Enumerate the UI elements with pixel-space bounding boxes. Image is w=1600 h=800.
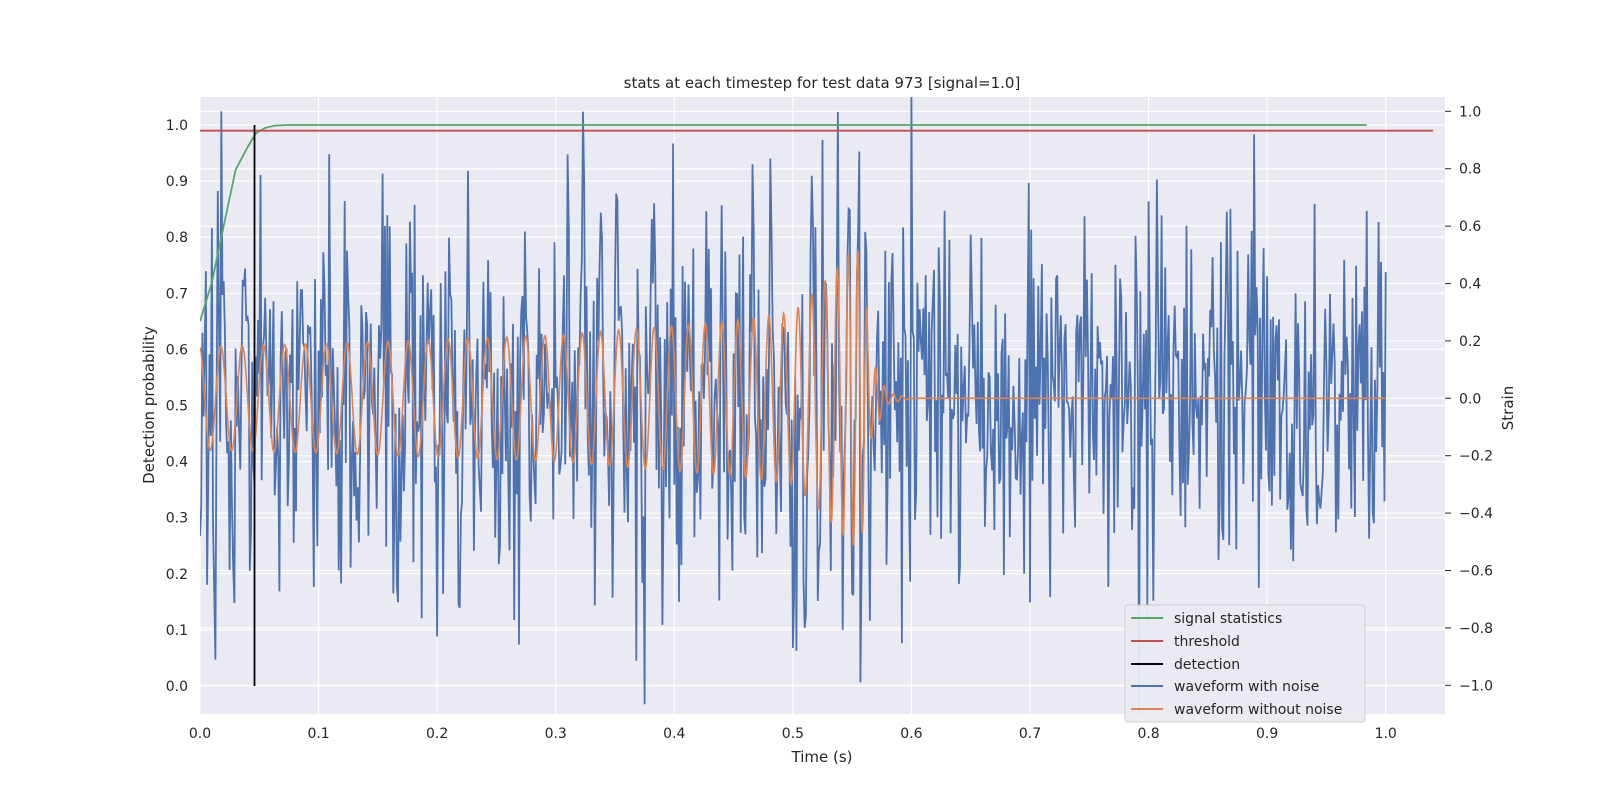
y-left-tick-label: 0.7 [166, 286, 188, 302]
y-axis-right-label: Strain [1499, 386, 1517, 430]
y-left-tick-label: 0.4 [166, 455, 188, 471]
series-signal-statistics [200, 124, 1367, 322]
x-tick-label: 0.2 [426, 726, 448, 742]
y-left-tick-label: 0.3 [166, 511, 188, 527]
y-axis-left: 0.0 0.1 0.2 0.3 0.4 0.5 0.6 0.7 0.8 0.9 1.0 [166, 118, 188, 695]
legend: signal statistics threshold detection wa… [1124, 604, 1366, 723]
chart-title: stats at each timestep for test data 973… [624, 74, 1021, 92]
legend-label-clean: waveform without noise [1174, 702, 1342, 718]
x-tick-label: 0.5 [782, 726, 804, 742]
y-left-tick-label: 0.1 [166, 623, 188, 639]
x-tick-label: 0.6 [900, 726, 922, 742]
y-right-tick-label: 1.0 [1459, 104, 1481, 120]
x-axis-label: Time (s) [791, 748, 853, 766]
y-right-tick-label: 0.8 [1459, 162, 1481, 178]
y-right-tick-label: −0.2 [1459, 449, 1493, 465]
legend-item-waveform-without-noise: waveform without noise [1131, 702, 1342, 718]
x-axis: 0.0 0.1 0.2 0.3 0.4 0.5 0.6 0.7 0.8 0.9 1.0 [189, 726, 1397, 742]
y-right-tick-label: 0.2 [1459, 334, 1481, 350]
y-left-tick-label: 1.0 [166, 118, 188, 134]
y-axis-left-label: Detection probability [140, 326, 158, 484]
x-tick-label: 0.7 [1019, 726, 1041, 742]
legend-label-threshold: threshold [1174, 634, 1240, 650]
y-left-tick-label: 0.9 [166, 174, 188, 190]
series-waveform-with-noise [200, 97, 1387, 714]
y-right-tick-label: −0.6 [1459, 564, 1493, 580]
y-left-tick-label: 0.8 [166, 230, 188, 246]
x-tick-label: 0.8 [1137, 726, 1159, 742]
x-tick-label: 0.1 [307, 726, 329, 742]
legend-label-signal: signal statistics [1174, 611, 1282, 627]
y-right-tick-label: 0.6 [1459, 219, 1481, 235]
y-right-tick-label: −0.4 [1459, 506, 1493, 522]
legend-item-signal-statistics: signal statistics [1131, 611, 1282, 627]
legend-item-threshold: threshold [1131, 634, 1240, 650]
y-right-tick-label: 0.0 [1459, 391, 1481, 407]
x-tick-label: 0.0 [189, 726, 211, 742]
legend-label-detection: detection [1174, 657, 1240, 673]
series-waveform-without-noise [200, 250, 1386, 546]
y-left-tick-label: 0.2 [166, 567, 188, 583]
y-left-tick-label: 0.5 [166, 399, 188, 415]
y-left-tick-label: 0.0 [166, 679, 188, 695]
y-axis-right: −1.0 −0.8 −0.6 −0.4 −0.2 0.0 0.2 0.4 0.6 0.8 1.0 [1445, 104, 1493, 694]
y-right-tick-label: 0.4 [1459, 277, 1481, 293]
y-right-tick-label: −0.8 [1459, 621, 1493, 637]
legend-item-detection: detection [1131, 657, 1240, 673]
legend-label-noisy: waveform with noise [1174, 679, 1319, 695]
series-layer [200, 97, 1434, 714]
legend-item-waveform-with-noise: waveform with noise [1131, 679, 1319, 695]
x-tick-label: 0.9 [1256, 726, 1278, 742]
y-left-tick-label: 0.6 [166, 342, 188, 358]
y-right-tick-label: −1.0 [1459, 678, 1493, 694]
x-tick-label: 1.0 [1375, 726, 1397, 742]
x-tick-label: 0.4 [663, 726, 685, 742]
legend-box [1124, 604, 1366, 723]
x-tick-label: 0.3 [545, 726, 567, 742]
